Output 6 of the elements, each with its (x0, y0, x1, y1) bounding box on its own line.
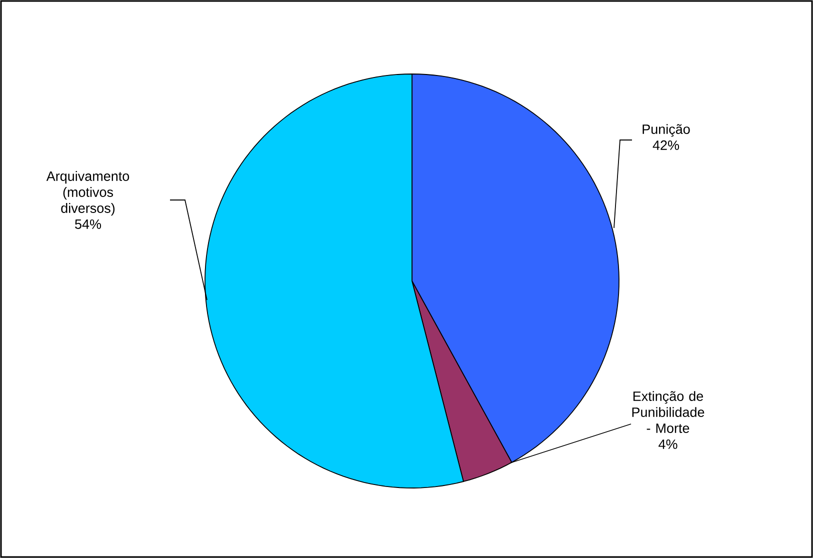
data-label: 42% (652, 140, 680, 150)
data-label: 4% (658, 439, 678, 449)
slice-label: Punição (642, 124, 690, 137)
slice-label: Extinção de Punibilidade - Morte (632, 391, 704, 433)
data-label: 54% (75, 219, 102, 229)
slice-label: Arquivamento (motivos diversos) (46, 171, 130, 216)
